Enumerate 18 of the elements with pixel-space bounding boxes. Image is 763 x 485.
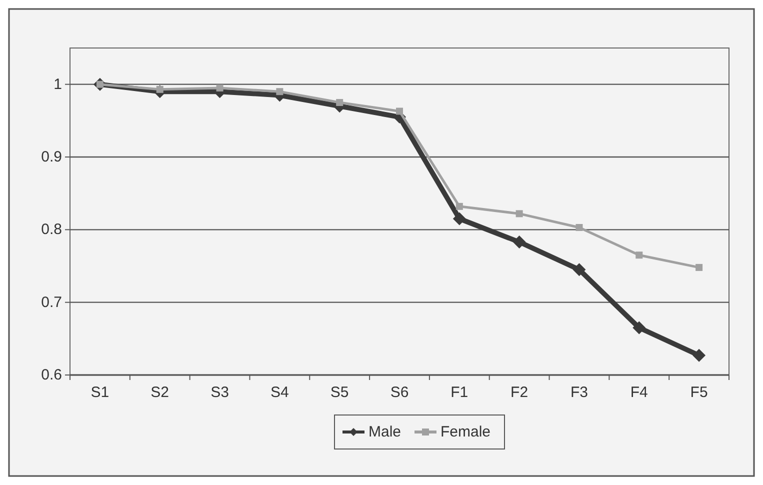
y-tick-label: 0.7 (41, 294, 62, 311)
x-tick-label: S2 (150, 384, 170, 401)
y-tick-label: 0.6 (41, 366, 62, 384)
x-tick-label: F3 (570, 384, 588, 401)
x-tick-label: F1 (450, 384, 468, 401)
x-tick-label: F5 (690, 384, 708, 401)
x-tick-label: F2 (510, 384, 528, 401)
x-tick-label: S5 (330, 384, 349, 401)
legend-label: Male (368, 424, 402, 440)
legend-label: Female (440, 424, 491, 440)
x-tick-label: S1 (90, 384, 110, 401)
x-tick-label: S6 (390, 384, 409, 401)
x-tick-label: S3 (210, 384, 229, 401)
y-tick-label: 1 (54, 76, 62, 93)
y-tick-label: 0.8 (41, 221, 62, 238)
x-tick-label: S4 (270, 384, 289, 401)
y-tick-label: 0.9 (41, 148, 62, 166)
x-tick-label: F4 (630, 384, 648, 401)
